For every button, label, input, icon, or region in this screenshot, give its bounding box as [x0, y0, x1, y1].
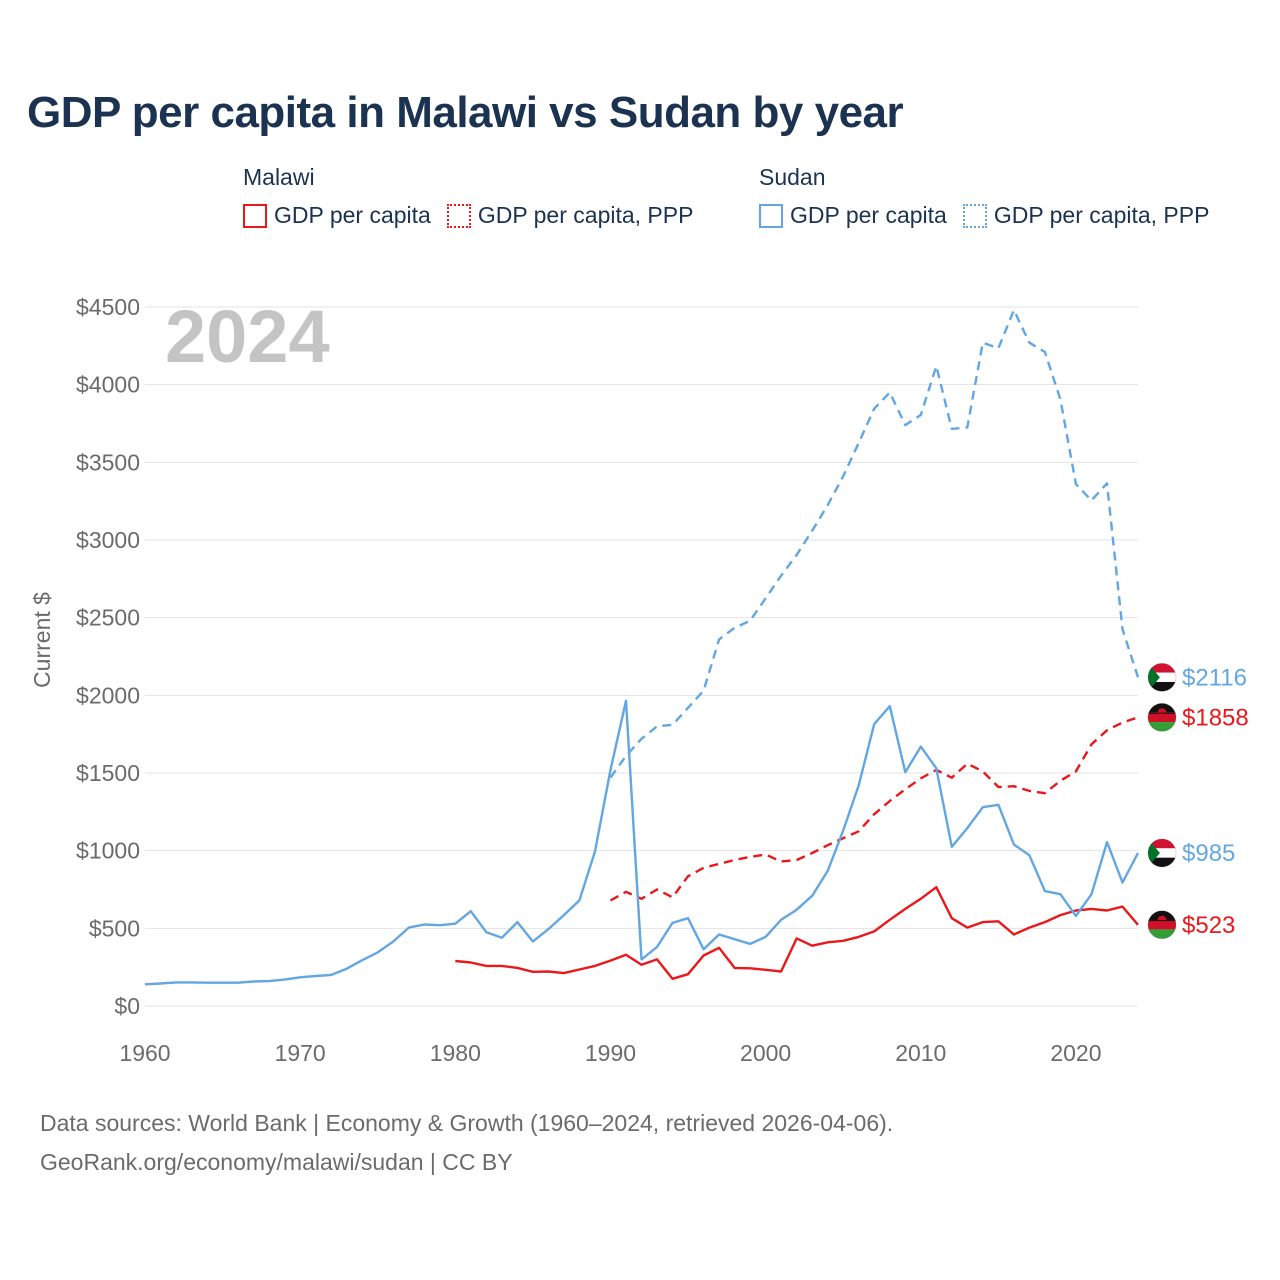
legend-sudan-gdp[interactable]: GDP per capita [759, 202, 947, 229]
legend-swatch-solid-blue [759, 203, 783, 228]
series-line-0 [455, 886, 1139, 980]
footer: Data sources: World Bank | Economy & Gro… [40, 1104, 893, 1182]
chart-title: GDP per capita in Malawi vs Sudan by yea… [27, 88, 904, 137]
sudan-flag-icon [1148, 838, 1176, 867]
x-tick-label: 1990 [585, 1040, 636, 1066]
malawi-flag-icon [1148, 703, 1176, 732]
legend-malawi-title: Malawi [243, 164, 315, 190]
x-tick-label: 2010 [895, 1040, 946, 1066]
x-tick-label: 1960 [119, 1040, 170, 1066]
legend-swatch-dotted-blue [962, 203, 987, 228]
y-axis-label: Current $ [29, 592, 55, 688]
legend-malawi-ppp[interactable]: GDP per capita, PPP [446, 202, 694, 229]
x-tick-labels: 1960 1970 1980 1990 2000 2010 2020 [119, 1040, 1101, 1066]
y-tick-label: $1000 [76, 838, 140, 864]
y-tick-label: $1500 [76, 760, 140, 786]
x-tick-label: 1980 [430, 1040, 481, 1066]
series-lines [144, 308, 1140, 986]
malawi-flag-icon [1148, 910, 1176, 939]
x-tick-label: 2020 [1050, 1040, 1101, 1066]
legend-swatch-dotted-red [446, 203, 471, 228]
y-tick-label: $0 [114, 993, 140, 1019]
series-line-1 [609, 716, 1139, 902]
series-line-2 [144, 699, 1140, 986]
sudan-flag-icon [1148, 663, 1176, 692]
y-tick-label: $500 [89, 915, 140, 941]
end-value-label-3: $2116 [1182, 664, 1247, 691]
series-line-3 [609, 308, 1140, 779]
x-tick-label: 2000 [740, 1040, 791, 1066]
end-value-label-0: $523 [1182, 912, 1235, 939]
legend-sudan-ppp-label: GDP per capita, PPP [993, 202, 1210, 228]
year-watermark: 2024 [165, 295, 330, 378]
legend-sudan-ppp[interactable]: GDP per capita, PPP [962, 202, 1210, 229]
footer-sources: Data sources: World Bank | Economy & Gro… [40, 1110, 894, 1136]
legend-swatch-solid-red [243, 203, 267, 228]
y-tick-label: $3000 [76, 527, 140, 553]
y-tick-label: $2500 [76, 605, 140, 631]
footer-attribution: GeoRank.org/economy/malawi/sudan | CC BY [40, 1149, 513, 1175]
legend-malawi: Malawi GDP per capita GDP per capita, PP… [243, 160, 709, 229]
y-tick-label: $3500 [76, 449, 140, 475]
end-value-label-2: $985 [1182, 840, 1235, 867]
y-tick-label: $4000 [76, 372, 140, 398]
y-tick-label: $4500 [76, 294, 140, 320]
legend-malawi-gdp-label: GDP per capita [274, 202, 431, 228]
y-tick-labels: $0 $500 $1000 $1500 $2000 $2500 $3000 $3500 $400… [76, 294, 140, 1019]
legend-sudan: Sudan GDP per capita GDP per capita, PPP [759, 160, 1225, 229]
end-value-label-1: $1858 [1182, 704, 1249, 731]
legend-sudan-title: Sudan [759, 164, 826, 190]
grid-lines [145, 306, 1138, 1007]
series-end-labels: $523 $1858 $985 $2116 [1147, 662, 1249, 940]
legend-malawi-gdp[interactable]: GDP per capita [243, 202, 431, 229]
x-tick-label: 1970 [275, 1040, 326, 1066]
legend-sudan-gdp-label: GDP per capita [790, 202, 947, 228]
legend-malawi-ppp-label: GDP per capita, PPP [477, 202, 694, 228]
y-tick-label: $2000 [76, 682, 140, 708]
